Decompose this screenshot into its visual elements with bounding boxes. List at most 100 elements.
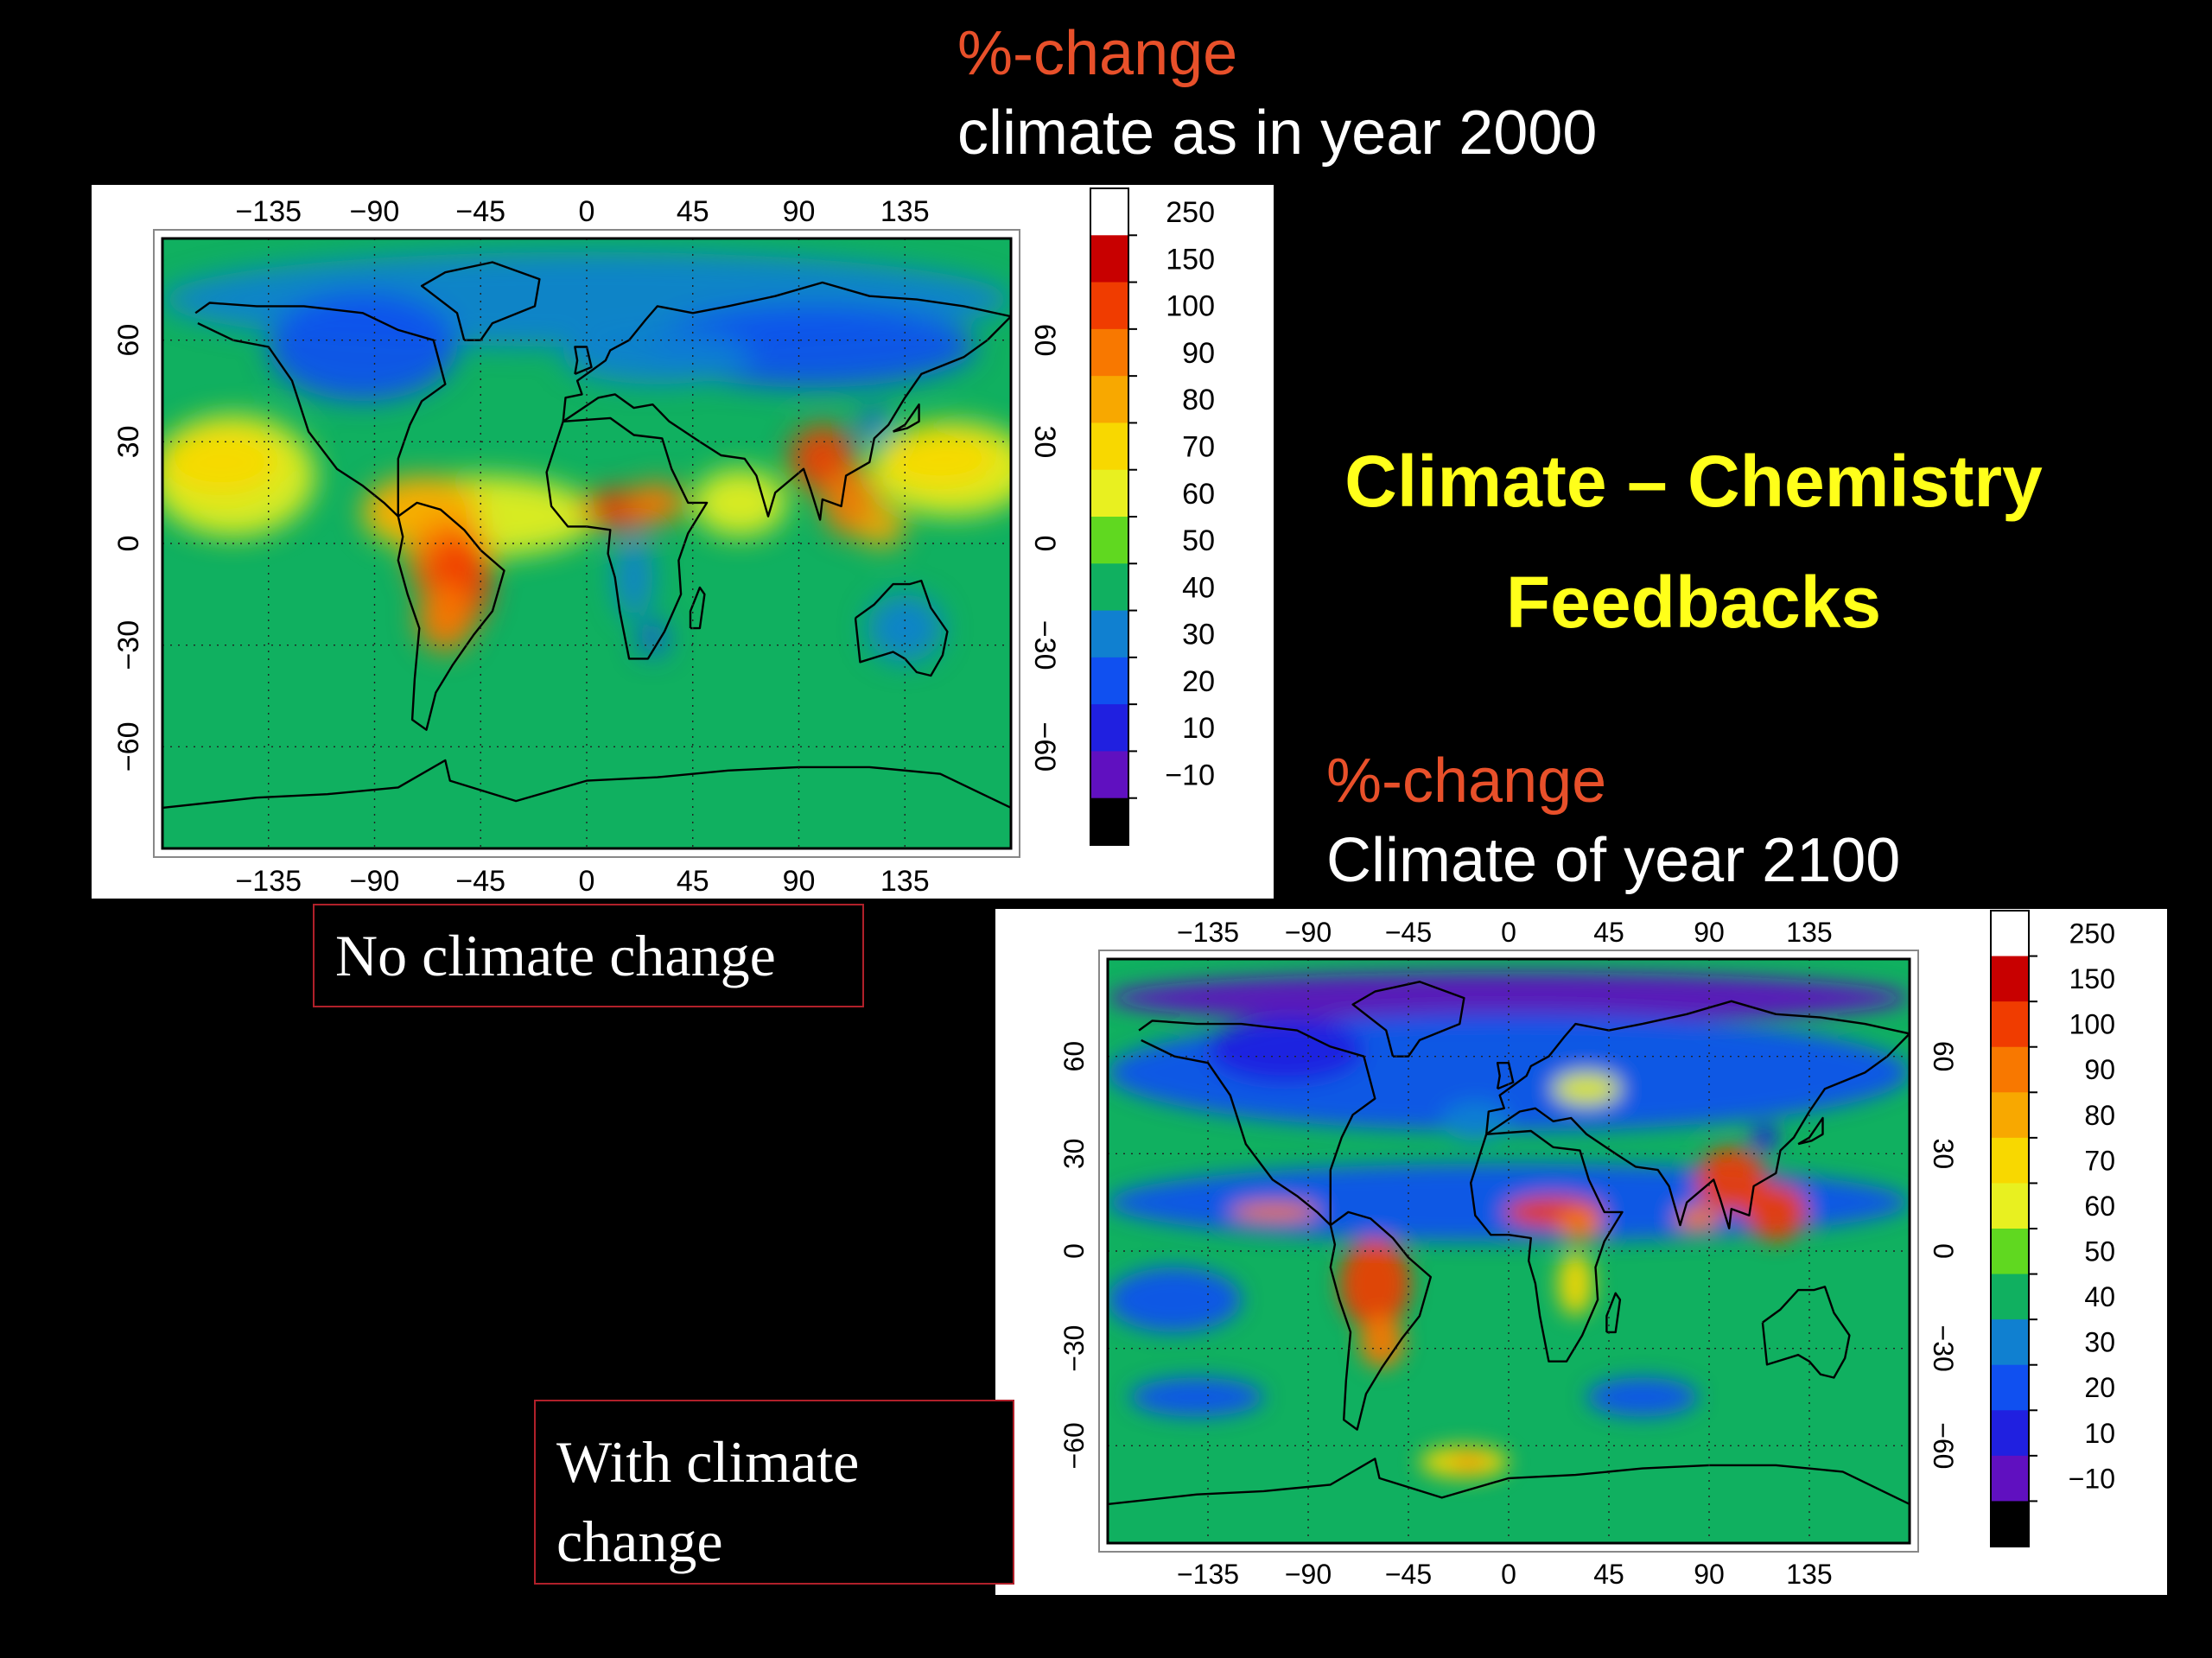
bottom-colorbar-label: −10 <box>2069 1463 2115 1494</box>
bottom-coastline <box>1329 1210 1432 1431</box>
caption-no-climate-change: No climate change <box>313 904 864 1007</box>
bottom-colorbar-swatch <box>1991 1455 2029 1502</box>
top-colorbar-label: 40 <box>1182 571 1215 604</box>
bottom-lon-tick-top: −90 <box>1285 917 1332 948</box>
top-lat-tick-left: −60 <box>112 721 145 772</box>
bottom-lat-tick-left: −30 <box>1058 1325 1090 1372</box>
bottom-colorbar-swatch <box>1991 1319 2029 1366</box>
top-lon-tick-bottom: 0 <box>579 865 595 898</box>
bottom-colorbar-swatch <box>1991 911 2029 957</box>
top-lon-tick-bottom: 90 <box>783 865 816 898</box>
top-colorbar-swatch <box>1090 188 1128 236</box>
bottom-coastline <box>1605 1292 1622 1334</box>
top-colorbar-swatch <box>1090 563 1128 612</box>
bottom-colorbar-swatch <box>1991 1046 2029 1093</box>
top-field-patch <box>563 329 752 384</box>
top-field-patch <box>416 584 474 652</box>
top-colorbar-label: 150 <box>1166 243 1215 276</box>
caption-with-climate-change-line2: change <box>556 1509 723 1574</box>
bottom-coastline <box>1138 1020 1376 1227</box>
bottom-lon-tick-bottom: 90 <box>1694 1559 1725 1590</box>
top-lon-tick-top: 135 <box>880 195 930 228</box>
bottom-colorbar-label: 50 <box>2084 1236 2115 1267</box>
top-field-patch <box>880 428 1000 490</box>
bottom-coastline <box>1485 1000 1910 1229</box>
top-field-patch <box>692 468 787 537</box>
top-coastline <box>689 586 706 630</box>
top-colorbar-label: 60 <box>1182 478 1215 511</box>
top-coastline <box>162 759 1011 810</box>
top-field-patch <box>629 482 686 524</box>
bottom-colorbar-swatch <box>1991 956 2029 1002</box>
top-colorbar-swatch <box>1090 235 1128 283</box>
bottom-lat-tick-left: 0 <box>1058 1243 1090 1259</box>
top-colorbar-label: 80 <box>1182 384 1215 416</box>
top-coastline <box>893 403 920 433</box>
top-lon-tick-top: −135 <box>235 195 302 228</box>
bottom-lat-tick-left: 60 <box>1058 1041 1090 1072</box>
top-colorbar-swatch <box>1090 376 1128 423</box>
top-colorbar-swatch <box>1090 282 1128 330</box>
top-grid <box>162 238 1011 848</box>
bottom-field-patch <box>1695 1147 1768 1212</box>
top-lat-tick-right: 0 <box>1028 536 1061 552</box>
top-colorbar-swatch <box>1090 517 1128 564</box>
top-colorbar-swatch <box>1090 657 1128 705</box>
top-field-patch <box>862 408 887 442</box>
top-colorbar-swatch <box>1090 469 1128 518</box>
top-colorbar-label: −10 <box>1165 759 1215 791</box>
top-coastline <box>420 261 541 341</box>
bottom-field <box>1108 959 1910 1543</box>
bottom-colorbar-label: 60 <box>2084 1191 2115 1222</box>
bottom-field-patch <box>1586 1377 1699 1417</box>
top-coastline <box>397 501 505 731</box>
top-lat-tick-right: −30 <box>1028 620 1061 670</box>
bottom-lon-tick-top: 90 <box>1694 917 1725 948</box>
top-colorbar-swatch <box>1090 328 1128 377</box>
caption-with-climate-change: With climate change <box>534 1400 1014 1585</box>
bottom-lon-tick-top: 45 <box>1593 917 1624 948</box>
bottom-coastline <box>1761 1286 1851 1379</box>
bottom-colorbar-swatch <box>1991 1501 2029 1547</box>
bottom-colorbar-label: 90 <box>2084 1054 2115 1085</box>
bottom-colorbar: 250 150 100 90 80 70 60 50 40 30 20 10 −10 <box>1990 910 2115 1547</box>
bottom-lon-tick-top: 135 <box>1786 917 1832 948</box>
bottom-field-patch <box>1751 1124 1778 1151</box>
top-field-patch <box>614 537 653 619</box>
slide-title-line1: Climate – Chemistry <box>1344 441 2043 522</box>
bottom-colorbar-swatch <box>1991 1364 2029 1411</box>
bottom-coastline <box>1797 1116 1824 1146</box>
bottom-lat-tick-right: 60 <box>1928 1041 1959 1072</box>
bottom-colorbar-label: 250 <box>2069 918 2115 949</box>
bottom-field-patch <box>1557 1209 1603 1242</box>
top-header-metric: %-change <box>957 19 1238 88</box>
bottom-lon-tick-top: −45 <box>1385 917 1432 948</box>
top-colorbar-label: 10 <box>1182 712 1215 745</box>
bottom-lat-tick-right: −30 <box>1928 1325 1959 1372</box>
top-colorbar-label: 50 <box>1182 524 1215 557</box>
bottom-colorbar-swatch <box>1991 1092 2029 1139</box>
top-lon-tick-bottom: 135 <box>880 865 930 898</box>
top-map-figure: −135 −135 −90 −90 −45 −45 0 0 45 45 90 90 135 135 60 60… <box>112 187 1215 898</box>
top-colorbar-label: 250 <box>1166 196 1215 229</box>
bottom-lon-tick-bottom: 135 <box>1786 1559 1832 1590</box>
top-colorbar-label: 20 <box>1182 665 1215 698</box>
bottom-field-patch <box>1359 1316 1404 1369</box>
bottom-map-figure: −135 −135 −90 −90 −45 −45 0 0 45 45 90 90 135 135 60 60… <box>1058 910 2115 1590</box>
top-lat-tick-left: 60 <box>112 324 145 357</box>
top-coastline <box>854 579 949 677</box>
top-colorbar-swatch <box>1090 610 1128 658</box>
top-colorbar: 250 150 100 90 80 70 60 50 40 30 20 10 −10 <box>1090 187 1215 846</box>
top-colorbar-swatch <box>1090 797 1128 846</box>
bottom-coastline <box>1496 1061 1515 1090</box>
bottom-field-patch <box>1441 1102 1509 1141</box>
bottom-outer-frame <box>1098 950 1919 1553</box>
bottom-colorbar-swatch <box>1991 1137 2029 1184</box>
top-colorbar-label: 30 <box>1182 619 1215 651</box>
bottom-lon-tick-bottom: 45 <box>1593 1559 1624 1590</box>
bottom-field-patch <box>1108 1267 1242 1332</box>
bottom-colorbar-label: 80 <box>2084 1100 2115 1131</box>
top-lon-tick-bottom: −135 <box>235 865 302 898</box>
top-header-desc: climate as in year 2000 <box>957 98 1598 168</box>
bottom-colorbar-label: 100 <box>2069 1009 2115 1040</box>
